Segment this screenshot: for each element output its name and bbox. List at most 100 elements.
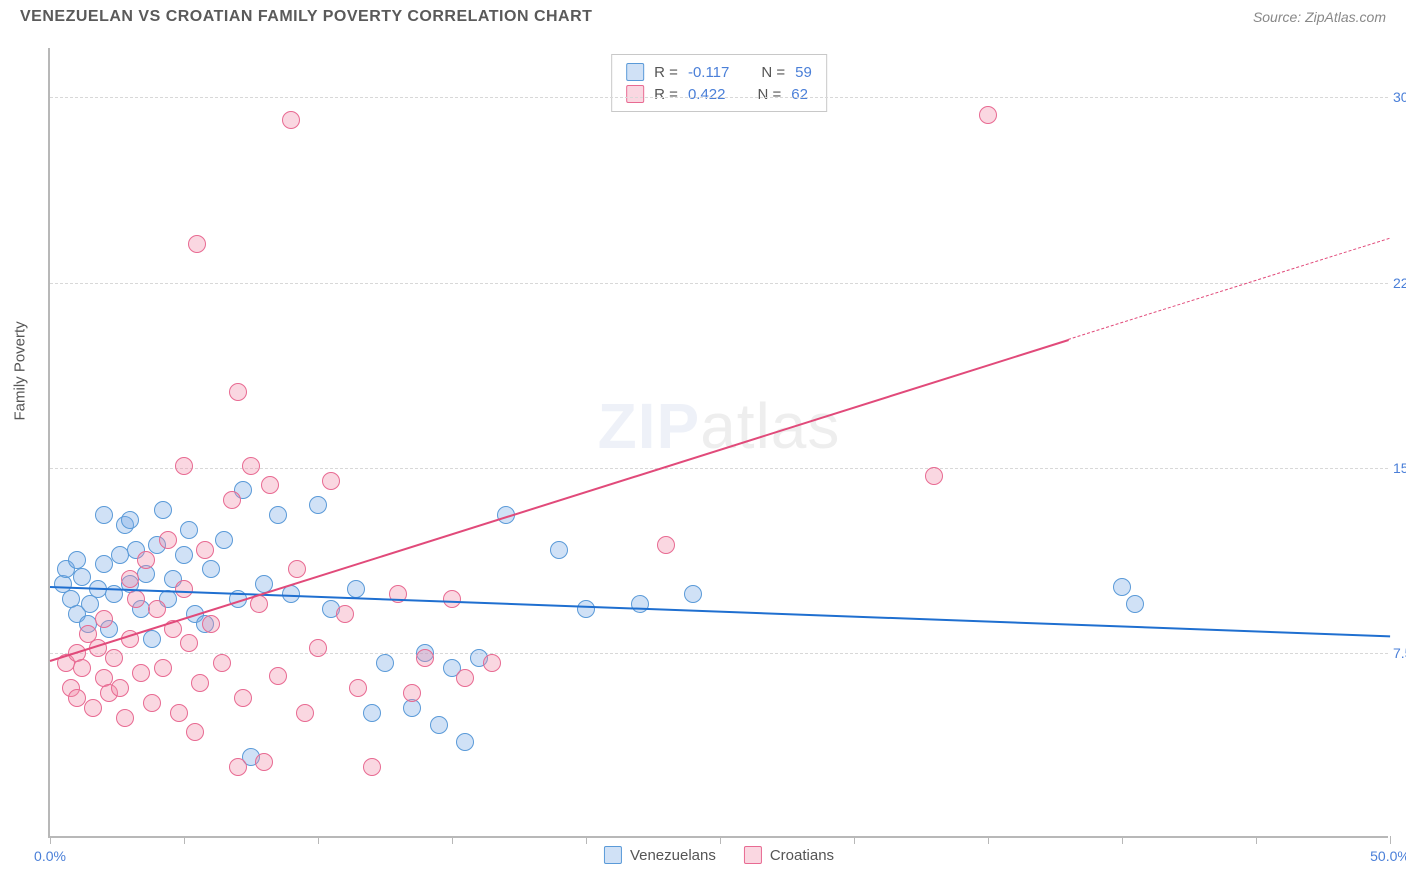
y-tick-label: 15.0% <box>1393 460 1406 476</box>
data-point <box>137 551 155 569</box>
data-point <box>188 235 206 253</box>
y-axis-label: Family Poverty <box>12 321 29 420</box>
data-point <box>73 659 91 677</box>
data-point <box>322 472 340 490</box>
trend-line <box>50 586 1390 637</box>
data-point <box>363 704 381 722</box>
data-point <box>416 649 434 667</box>
data-point <box>215 531 233 549</box>
data-point <box>430 716 448 734</box>
data-point <box>261 476 279 494</box>
data-point <box>925 467 943 485</box>
x-tick <box>50 836 51 844</box>
data-point <box>376 654 394 672</box>
x-tick <box>1256 836 1257 844</box>
data-point <box>186 723 204 741</box>
data-point <box>347 580 365 598</box>
x-tick <box>1390 836 1391 844</box>
data-point <box>443 590 461 608</box>
data-point <box>68 551 86 569</box>
legend-series-item: Venezuelans <box>604 846 716 864</box>
data-point <box>1126 595 1144 613</box>
data-point <box>196 541 214 559</box>
x-tick <box>318 836 319 844</box>
data-point <box>296 704 314 722</box>
x-tick <box>988 836 989 844</box>
data-point <box>175 457 193 475</box>
legend-stat-row: R = 0.422N = 62 <box>626 83 812 105</box>
data-point <box>979 106 997 124</box>
data-point <box>202 560 220 578</box>
x-tick-label: 50.0% <box>1370 848 1406 864</box>
y-tick-label: 22.5% <box>1393 275 1406 291</box>
source-label: Source: ZipAtlas.com <box>1253 9 1386 25</box>
data-point <box>577 600 595 618</box>
data-point <box>336 605 354 623</box>
data-point <box>121 570 139 588</box>
data-point <box>269 506 287 524</box>
data-point <box>684 585 702 603</box>
data-point <box>127 590 145 608</box>
data-point <box>202 615 220 633</box>
data-point <box>148 600 166 618</box>
chart-title: VENEZUELAN VS CROATIAN FAMILY POVERTY CO… <box>20 8 592 26</box>
data-point <box>631 595 649 613</box>
data-point <box>213 654 231 672</box>
data-point <box>403 684 421 702</box>
data-point <box>483 654 501 672</box>
gridline <box>50 653 1388 654</box>
data-point <box>456 669 474 687</box>
legend-series-item: Croatians <box>744 846 834 864</box>
y-tick-label: 30.0% <box>1393 89 1406 105</box>
data-point <box>175 546 193 564</box>
y-tick-label: 7.5% <box>1393 645 1406 661</box>
data-point <box>95 555 113 573</box>
legend-swatch <box>626 85 644 103</box>
legend-swatch <box>626 63 644 81</box>
data-point <box>105 649 123 667</box>
data-point <box>269 667 287 685</box>
data-point <box>1113 578 1131 596</box>
data-point <box>143 694 161 712</box>
gridline <box>50 97 1388 98</box>
data-point <box>73 568 91 586</box>
legend-series-label: Croatians <box>770 847 834 864</box>
trend-line <box>1068 238 1390 340</box>
x-tick <box>720 836 721 844</box>
data-point <box>309 639 327 657</box>
data-point <box>349 679 367 697</box>
x-tick <box>854 836 855 844</box>
data-point <box>456 733 474 751</box>
data-point <box>550 541 568 559</box>
data-point <box>234 689 252 707</box>
data-point <box>111 679 129 697</box>
data-point <box>159 531 177 549</box>
data-point <box>154 659 172 677</box>
data-point <box>180 521 198 539</box>
x-tick-label: 0.0% <box>34 848 66 864</box>
data-point <box>116 709 134 727</box>
watermark: ZIPatlas <box>598 389 841 463</box>
data-point <box>121 511 139 529</box>
data-point <box>95 506 113 524</box>
x-tick <box>452 836 453 844</box>
x-tick <box>184 836 185 844</box>
x-tick <box>1122 836 1123 844</box>
data-point <box>84 699 102 717</box>
data-point <box>223 491 241 509</box>
data-point <box>229 758 247 776</box>
trend-line <box>50 339 1069 662</box>
legend-swatch <box>744 846 762 864</box>
legend-series-label: Venezuelans <box>630 847 716 864</box>
legend-stat-row: R = -0.117N = 59 <box>626 61 812 83</box>
data-point <box>255 753 273 771</box>
data-point <box>68 689 86 707</box>
data-point <box>170 704 188 722</box>
data-point <box>229 383 247 401</box>
data-point <box>132 664 150 682</box>
data-point <box>657 536 675 554</box>
data-point <box>180 634 198 652</box>
data-point <box>282 111 300 129</box>
data-point <box>154 501 172 519</box>
legend-series: Venezuelans Croatians <box>604 846 834 864</box>
